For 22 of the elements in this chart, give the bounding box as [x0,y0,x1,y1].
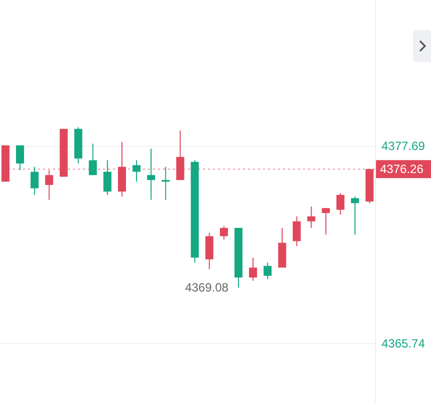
candlestick [45,170,54,200]
candlestick [16,144,24,171]
candlestick [292,216,301,247]
candlestick [147,148,156,200]
candlestick [103,160,112,196]
candlestick [307,206,316,228]
candlestick [336,192,344,216]
annotation: 4369.08 [185,280,229,295]
candlestick [249,257,258,282]
candlestick [132,160,141,182]
candlestick [264,262,272,280]
y-tick-label: 4365.74 [382,336,426,350]
candlestick [30,166,39,196]
ref-line-label: 4376.26 [380,162,424,176]
candlestick [350,196,359,236]
candlestick [322,208,330,236]
candlestick [176,130,184,181]
candlestick [220,226,228,240]
candlestick [88,143,97,176]
candlestick [162,166,170,200]
candlestick [205,232,214,270]
y-tick-label: 4377.69 [382,139,426,154]
